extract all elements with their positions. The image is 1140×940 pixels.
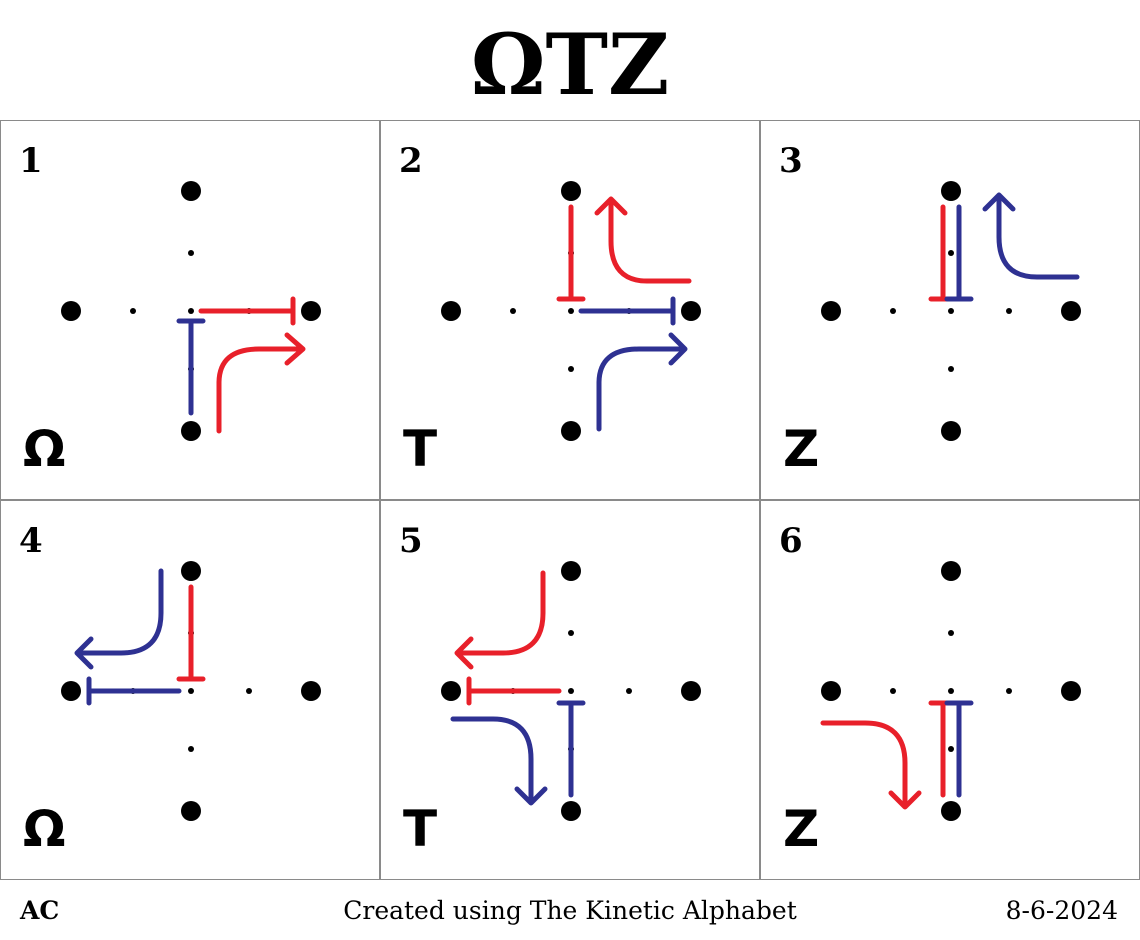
red-arrow [820, 720, 922, 810]
red-bar [176, 584, 206, 682]
dot-grid [441, 181, 701, 441]
panel-2: 2 T [380, 120, 760, 500]
panel-number: 3 [779, 141, 803, 181]
panel-6: 6 Z [760, 500, 1140, 880]
panel-4-diagram [61, 561, 321, 821]
red-arrow [594, 196, 692, 284]
dot-grid [821, 181, 1081, 441]
panel-5: 5 T [380, 500, 760, 880]
panel-number: 5 [399, 521, 423, 561]
panel-number: 6 [779, 521, 803, 561]
blue-arrow [596, 332, 688, 432]
blue-arrow [982, 192, 1080, 280]
blue-bar [944, 700, 974, 798]
panel-4: 4 Ω [0, 500, 380, 880]
panel-6-diagram [820, 561, 1081, 821]
panel-number: 1 [19, 141, 43, 181]
red-arrow [216, 332, 306, 434]
blue-bar [86, 676, 182, 706]
blue-bar [578, 296, 676, 326]
dot-grid [821, 561, 1081, 821]
red-bar [198, 296, 296, 326]
panel-letter: Z [783, 800, 820, 858]
panel-1-diagram [61, 181, 321, 441]
panel-5-diagram [441, 561, 701, 821]
panel-number: 4 [19, 521, 43, 561]
panel-letter: Z [783, 420, 820, 478]
blue-bar [176, 318, 206, 416]
panel-2-diagram [441, 181, 701, 441]
dot-grid [441, 561, 701, 821]
red-bar [466, 676, 562, 706]
red-bar [556, 204, 586, 302]
footer-date: 8-6-2024 [1005, 896, 1118, 925]
panel-1: 1 Ω [0, 120, 380, 500]
panel-3-diagram [821, 181, 1081, 441]
footer-author: AC [20, 896, 60, 925]
panel-letter: Ω [23, 800, 66, 858]
dot-grid [61, 561, 321, 821]
panel-letter: Ω [23, 420, 66, 478]
blue-arrow [450, 716, 548, 806]
panel-3: 3 Z [760, 120, 1140, 500]
panel-letter: T [403, 420, 438, 478]
blue-bar [556, 700, 586, 798]
blue-arrow [74, 568, 164, 670]
panel-letter: T [403, 800, 438, 858]
panel-number: 2 [399, 141, 423, 181]
red-arrow [454, 570, 546, 670]
panel-grid: 1 Ω 2 T [0, 120, 1140, 880]
page-title: ΩTZ [470, 15, 670, 114]
footer-credit: Created using The Kinetic Alphabet [343, 896, 797, 925]
blue-bar [944, 204, 974, 302]
